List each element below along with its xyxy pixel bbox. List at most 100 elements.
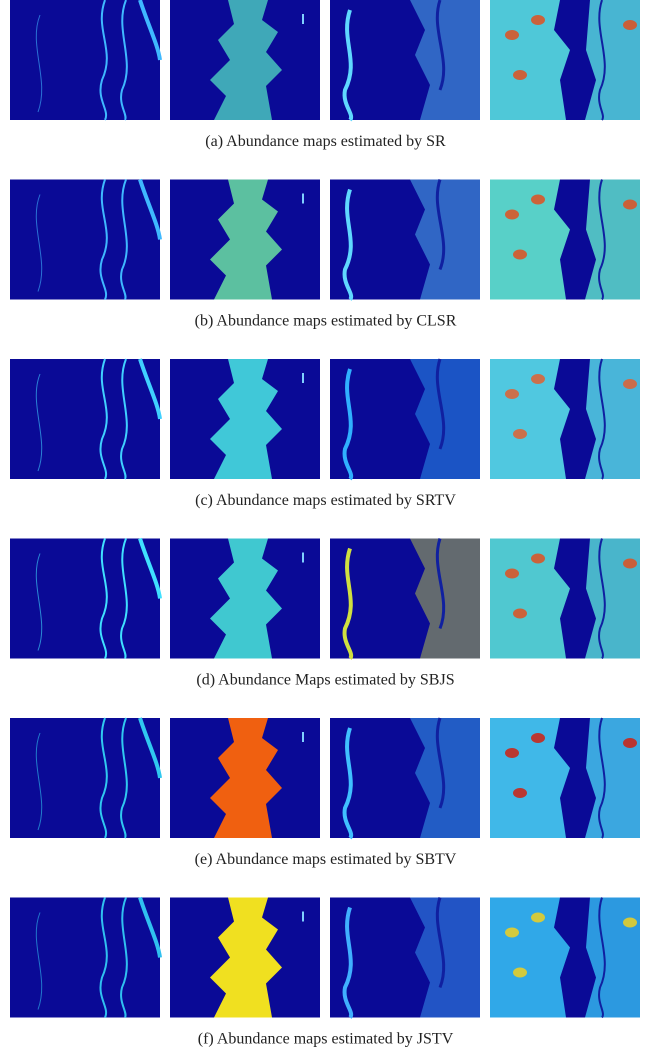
water-body bbox=[210, 718, 282, 838]
abundance-map bbox=[330, 0, 480, 122]
river-line bbox=[99, 0, 108, 121]
land-area bbox=[490, 179, 570, 300]
hot-spot bbox=[531, 15, 545, 25]
land-area bbox=[490, 897, 570, 1018]
hot-spot bbox=[623, 917, 637, 928]
river-line bbox=[120, 0, 128, 121]
abundance-map bbox=[170, 538, 320, 659]
river-line bbox=[598, 0, 606, 121]
hot-spot bbox=[513, 788, 527, 798]
abundance-map bbox=[10, 358, 162, 480]
speckle bbox=[302, 552, 304, 563]
hot-spot bbox=[505, 209, 519, 220]
river-line bbox=[598, 358, 606, 480]
land-area bbox=[585, 0, 640, 120]
river-line bbox=[99, 179, 108, 300]
abundance-map bbox=[10, 717, 162, 839]
abundance-map bbox=[170, 897, 320, 1018]
shoreline bbox=[342, 547, 354, 660]
subfigure-caption: (c) Abundance maps estimated by SRTV bbox=[195, 492, 456, 509]
abundance-map bbox=[490, 0, 640, 121]
hot-spot bbox=[505, 748, 519, 758]
subfigure-caption: (f) Abundance maps estimated by JSTV bbox=[198, 1031, 454, 1048]
land-area bbox=[490, 718, 570, 838]
abundance-map bbox=[10, 537, 162, 660]
hot-spot bbox=[531, 194, 545, 205]
water-body bbox=[210, 0, 282, 120]
river-line bbox=[138, 0, 162, 61]
land-area bbox=[490, 538, 570, 659]
shoreline bbox=[342, 188, 354, 301]
hot-spot bbox=[513, 967, 527, 978]
abundance-map bbox=[490, 717, 640, 839]
abundance-map bbox=[170, 359, 320, 479]
water-body bbox=[210, 179, 282, 300]
map-background bbox=[330, 359, 480, 479]
river-line bbox=[138, 896, 162, 958]
speckle bbox=[302, 14, 304, 24]
hot-spot bbox=[531, 374, 545, 384]
hot-spot bbox=[513, 608, 527, 619]
river-line bbox=[435, 538, 446, 630]
abundance-map bbox=[10, 0, 162, 121]
land-area bbox=[585, 359, 640, 479]
hot-spot bbox=[513, 70, 527, 80]
vegetation bbox=[410, 897, 480, 1018]
map-background bbox=[10, 718, 160, 838]
river-line bbox=[35, 373, 43, 472]
river-line bbox=[435, 897, 446, 989]
hot-spot bbox=[513, 249, 527, 260]
river-line bbox=[435, 0, 446, 91]
abundance-map bbox=[490, 358, 640, 480]
land-area bbox=[585, 897, 640, 1018]
abundance-map bbox=[330, 897, 480, 1019]
river-line bbox=[138, 537, 162, 599]
land-area bbox=[490, 0, 570, 120]
hot-spot bbox=[505, 389, 519, 399]
abundance-map bbox=[330, 179, 480, 301]
river-line bbox=[435, 179, 446, 271]
speckle bbox=[302, 911, 304, 922]
abundance-map bbox=[330, 358, 480, 481]
river-line bbox=[120, 538, 128, 660]
river-line bbox=[120, 717, 128, 839]
abundance-map bbox=[490, 179, 640, 301]
hot-spot bbox=[623, 199, 637, 210]
shoreline bbox=[342, 9, 354, 122]
hot-spot bbox=[623, 558, 637, 569]
abundance-map bbox=[10, 178, 162, 301]
vegetation bbox=[410, 0, 480, 120]
river-line bbox=[35, 912, 43, 1010]
map-background bbox=[330, 179, 480, 300]
land-area bbox=[585, 179, 640, 300]
river-line bbox=[35, 553, 43, 651]
hot-spot bbox=[623, 20, 637, 30]
shoreline bbox=[342, 368, 354, 481]
river-line bbox=[120, 897, 128, 1019]
map-background bbox=[330, 538, 480, 659]
subfigure-caption: (a) Abundance maps estimated by SR bbox=[205, 133, 446, 150]
abundance-map bbox=[330, 717, 480, 840]
river-line bbox=[99, 717, 108, 839]
hot-spot bbox=[505, 568, 519, 579]
river-line bbox=[435, 717, 446, 809]
hot-spot bbox=[513, 429, 527, 439]
water-body bbox=[210, 897, 282, 1018]
land-area bbox=[585, 538, 640, 659]
river-line bbox=[99, 538, 108, 659]
water-body bbox=[210, 538, 282, 659]
abundance-map bbox=[10, 896, 162, 1019]
hot-spot bbox=[623, 738, 637, 748]
abundance-map bbox=[490, 897, 640, 1019]
river-line bbox=[138, 358, 162, 420]
shoreline bbox=[342, 727, 354, 840]
subfigure-caption: (e) Abundance maps estimated by SBTV bbox=[195, 851, 457, 868]
hot-spot bbox=[531, 733, 545, 743]
subfigure-caption: (b) Abundance maps estimated by CLSR bbox=[195, 313, 457, 330]
river-line bbox=[99, 358, 108, 480]
river-line bbox=[120, 179, 128, 301]
map-background bbox=[10, 538, 160, 659]
abundance-map bbox=[490, 538, 640, 660]
